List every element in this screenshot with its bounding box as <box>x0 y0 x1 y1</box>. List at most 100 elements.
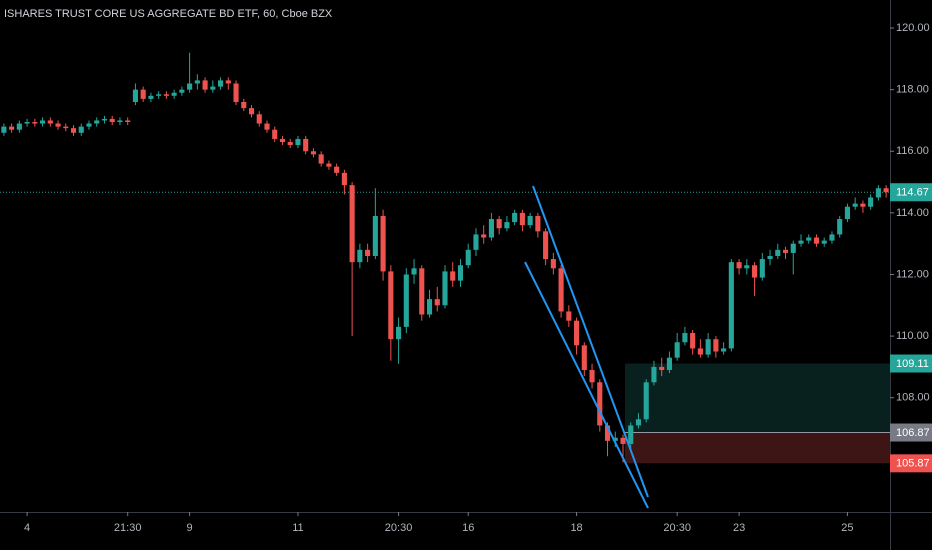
candle-body <box>357 249 363 263</box>
candle-body <box>651 366 657 383</box>
candle-body <box>310 151 316 155</box>
candle-body <box>148 95 154 99</box>
candle-body <box>519 212 525 226</box>
candle-body <box>341 172 347 186</box>
candle-body <box>1 126 7 133</box>
price-tag-label: 106.87 <box>896 427 930 439</box>
candle-body <box>109 118 115 122</box>
candle-body <box>790 243 796 253</box>
candle-body <box>63 126 69 129</box>
candle-body <box>264 123 270 130</box>
candle-body <box>241 101 247 109</box>
y-tick-label: 110.00 <box>896 330 929 342</box>
candle-body <box>32 121 38 124</box>
candle-body <box>94 120 100 124</box>
candle-body <box>117 120 123 122</box>
candle-body <box>589 369 595 383</box>
candle-body <box>682 333 688 343</box>
candle-body <box>156 94 162 96</box>
candle-body <box>543 231 549 260</box>
candle-body <box>40 120 46 124</box>
candle-body <box>473 234 479 250</box>
y-tick-label: 118.00 <box>896 84 929 96</box>
candle-body <box>512 212 518 223</box>
candle-body <box>140 89 146 99</box>
candle-body <box>287 142 293 146</box>
candle-body <box>279 138 286 143</box>
candle-body <box>744 265 750 269</box>
candle-body <box>635 419 642 426</box>
candle-body <box>434 299 440 306</box>
price-tag-label: 109.11 <box>896 358 929 370</box>
candle-body <box>550 259 556 269</box>
candle-body <box>496 219 502 229</box>
candle-body <box>411 268 417 275</box>
price-tag <box>890 354 932 373</box>
candle-body <box>380 215 386 272</box>
candle-body <box>775 249 781 256</box>
profit-zone <box>625 363 890 433</box>
candle-body <box>566 311 572 321</box>
price-tag <box>890 183 932 202</box>
candle-body <box>16 123 22 130</box>
candle-body <box>504 222 510 229</box>
candles <box>1 52 889 463</box>
candle-body <box>581 345 587 370</box>
candle-body <box>535 215 541 232</box>
trend-line <box>524 261 649 509</box>
x-tick-label: 21:30 <box>114 522 142 534</box>
candle-body <box>163 94 169 96</box>
candle-body <box>813 237 820 244</box>
candle-body <box>24 121 30 124</box>
candle-body <box>829 234 835 241</box>
candle-body <box>674 342 680 358</box>
candle-body <box>821 240 827 244</box>
candle-body <box>860 203 866 207</box>
x-tick-label: 11 <box>292 522 303 534</box>
candle-body <box>349 185 355 263</box>
candle-body <box>125 120 131 122</box>
candle-body <box>759 259 765 278</box>
candle-body <box>318 154 324 164</box>
candle-body <box>132 89 138 102</box>
candle-body <box>303 138 309 152</box>
candle-body <box>690 333 696 349</box>
candle-body <box>558 268 564 312</box>
candle-body <box>55 123 61 127</box>
candle-body <box>883 188 889 193</box>
x-tick-label: 9 <box>187 522 193 534</box>
candle-body <box>481 234 487 238</box>
candle-body <box>705 339 711 355</box>
candle-body <box>419 268 425 315</box>
candle-body <box>713 339 719 352</box>
candle-body <box>612 437 618 441</box>
candle-body <box>396 326 402 340</box>
candle-body <box>868 197 874 207</box>
candle-body <box>604 425 611 441</box>
candle-body <box>326 163 332 167</box>
candle-body <box>666 357 672 370</box>
x-tick-label: 20:30 <box>385 522 413 534</box>
candle-body <box>527 215 533 226</box>
candle-body <box>187 83 193 90</box>
position-zones <box>0 191 890 464</box>
candle-body <box>334 166 340 173</box>
candle-body <box>844 206 850 220</box>
candle-body <box>697 348 703 355</box>
candle-body <box>365 249 371 256</box>
candle-body <box>457 265 464 281</box>
candle-body <box>442 271 448 306</box>
candle-body <box>78 126 84 133</box>
candle-body <box>426 299 433 315</box>
candle-body <box>295 138 301 146</box>
candle-body <box>86 123 92 127</box>
candle-body <box>628 425 634 444</box>
price-tag-label: 114.67 <box>896 187 929 199</box>
trend-line <box>532 185 649 498</box>
price-tag-label: 105.87 <box>896 458 930 470</box>
candle-body <box>225 80 231 84</box>
candle-body <box>179 89 185 93</box>
loss-zone <box>625 432 890 464</box>
